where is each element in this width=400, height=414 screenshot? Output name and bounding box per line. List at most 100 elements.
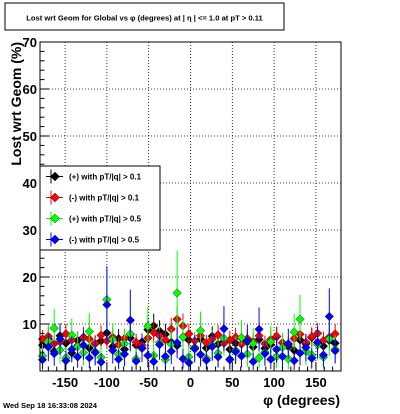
data-point [137, 343, 147, 353]
data-point [283, 339, 293, 349]
y-tick-label: 30 [23, 223, 37, 238]
data-point [154, 340, 165, 350]
data-point [43, 342, 53, 352]
title-box: Lost wrt Geom for Global vs φ (degrees) … [4, 2, 285, 31]
legend-label: (+) with pT/|q| > 0.1 [69, 173, 142, 182]
data-point [225, 355, 235, 365]
data-point [266, 337, 276, 347]
data-point [254, 324, 264, 334]
data-point [195, 325, 206, 336]
legend-label: (-) with pT/|q| > 0.1 [69, 194, 140, 203]
footer-timestamp: Wed Sep 18 16:33:08 2024 [3, 401, 98, 410]
data-point [149, 357, 159, 367]
data-point [201, 338, 211, 348]
data-point [84, 326, 94, 337]
data-point [61, 356, 71, 366]
data-point [131, 337, 141, 347]
data-point [213, 330, 223, 340]
data-point [96, 357, 106, 367]
legend-marker [50, 213, 60, 224]
data-point [78, 340, 89, 350]
data-point [184, 357, 194, 368]
tick-labels: -150 -100 -50 0 50 100 150 10 20 30 40 50 60 70 [23, 35, 327, 390]
data-point [324, 311, 334, 322]
data-point [213, 352, 223, 362]
data-series [37, 250, 340, 371]
data-point [254, 353, 264, 363]
data-point [61, 329, 71, 339]
y-tick-label: 10 [23, 317, 37, 332]
data-point [114, 354, 124, 364]
data-point [295, 314, 305, 324]
data-point [178, 332, 188, 342]
y-tick-label: 20 [23, 270, 37, 285]
data-point [231, 347, 241, 357]
series-4 [37, 266, 340, 371]
legend-entry-1: (+) with pT/|q| > 0.1 [46, 169, 142, 184]
legend-entry-4: (-) with pT/|q| > 0.5 [46, 232, 140, 247]
data-point [219, 324, 229, 334]
data-point [190, 344, 200, 354]
data-point [172, 338, 182, 348]
data-point [301, 342, 311, 353]
data-point [73, 352, 83, 362]
data-point [55, 334, 65, 344]
data-point [248, 357, 258, 367]
legend-box [39, 165, 161, 251]
data-point [172, 288, 182, 298]
data-point [143, 321, 153, 331]
legend-label: (-) with pT/|q| > 0.5 [69, 236, 140, 245]
data-point [67, 344, 77, 354]
data-point [207, 341, 217, 352]
data-point [84, 353, 94, 363]
data-point [125, 315, 135, 325]
data-point [307, 332, 317, 342]
data-point [289, 356, 299, 366]
x-tick-label: 0 [187, 375, 194, 390]
x-tick-label: -100 [94, 375, 120, 390]
data-point [330, 346, 340, 356]
data-point [236, 333, 247, 343]
data-point [108, 345, 118, 355]
data-point [178, 354, 188, 364]
data-point [242, 336, 252, 346]
data-point [131, 356, 141, 366]
y-axis-title: Lost wrt Geom (%) [8, 42, 24, 166]
legend-marker [50, 171, 60, 182]
chart-title: Lost wrt Geom for Global vs φ (degrees) … [26, 14, 263, 23]
data-point [90, 348, 100, 358]
data-point [277, 351, 288, 362]
data-point [236, 351, 247, 361]
data-point [307, 353, 317, 363]
data-point [160, 335, 170, 345]
data-point [295, 348, 305, 358]
x-tick-label: -150 [52, 375, 78, 390]
legend: (+) with pT/|q| > 0.1 (-) with pT/|q| > 0… [39, 165, 161, 251]
data-point [318, 350, 329, 360]
data-point [260, 349, 270, 359]
data-point [184, 329, 194, 339]
legend-label: (+) with pT/|q| > 0.5 [69, 215, 142, 224]
data-point [195, 349, 206, 360]
x-tick-label: 150 [305, 375, 327, 390]
data-point [102, 300, 112, 310]
y-tick-label: 70 [23, 35, 37, 50]
y-tick-label: 60 [23, 82, 37, 97]
legend-marker [50, 192, 60, 203]
data-point [272, 344, 282, 354]
data-point [289, 327, 299, 337]
data-point [49, 349, 59, 359]
x-tick-label: 50 [225, 375, 239, 390]
x-tick-label: -50 [139, 375, 158, 390]
data-point [96, 330, 106, 340]
data-point [166, 346, 176, 356]
data-point [119, 349, 130, 359]
legend-marker [50, 234, 60, 245]
y-tick-label: 50 [23, 129, 37, 144]
legend-entry-2: (-) with pT/|q| > 0.1 [46, 190, 140, 205]
x-tick-label: 100 [263, 375, 285, 390]
data-point [201, 355, 211, 365]
data-point [160, 351, 170, 362]
data-point [266, 354, 276, 364]
